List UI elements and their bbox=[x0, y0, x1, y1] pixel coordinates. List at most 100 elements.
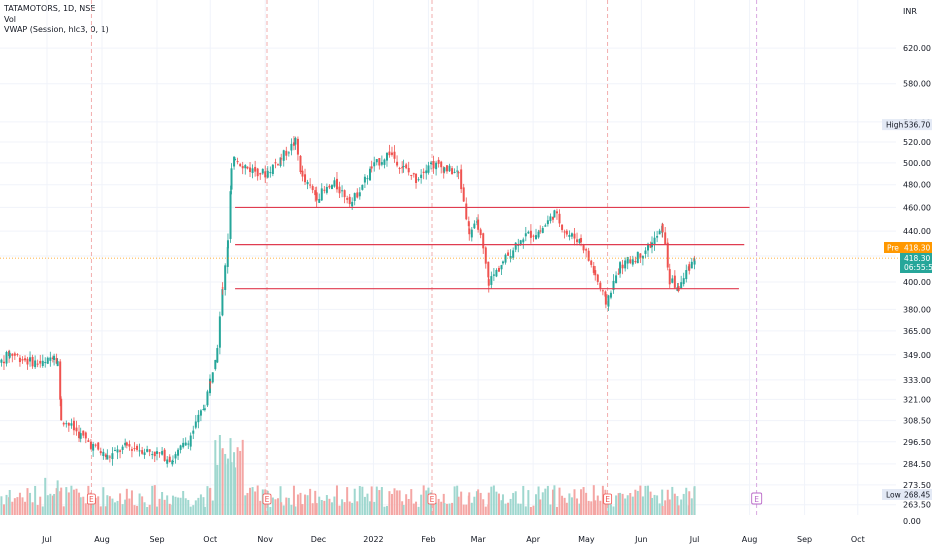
volume-bar bbox=[65, 487, 68, 515]
grid bbox=[0, 0, 896, 515]
volume-bar bbox=[299, 492, 302, 515]
volume-bar bbox=[641, 496, 644, 515]
volume-bar bbox=[594, 500, 597, 515]
volume-bar bbox=[51, 495, 54, 515]
legend-vwap[interactable]: VWAP (Session, hlc3, 0, 1) bbox=[4, 25, 109, 34]
volume-bar bbox=[166, 495, 169, 515]
volume-bar bbox=[563, 497, 566, 515]
candle-body bbox=[617, 273, 620, 275]
volume-bar bbox=[453, 486, 456, 515]
volume-bar bbox=[435, 502, 438, 515]
volume-bar bbox=[72, 489, 75, 515]
volume-bar bbox=[177, 497, 180, 515]
future-event-label: E bbox=[754, 495, 759, 504]
candle-body bbox=[79, 433, 82, 439]
volume-bar bbox=[254, 491, 257, 515]
candle-body bbox=[62, 422, 65, 425]
candle-body bbox=[509, 256, 512, 259]
volume-bar bbox=[580, 489, 583, 515]
candle-body bbox=[82, 430, 85, 436]
candle-body bbox=[415, 173, 418, 183]
candle-body bbox=[138, 450, 141, 452]
volume-bar bbox=[26, 488, 29, 515]
y-tick-label: 263.50 bbox=[903, 501, 931, 510]
candle-body bbox=[299, 155, 302, 173]
legend-symbol[interactable]: TATAMOTORS, 1D, NSE bbox=[4, 4, 96, 13]
volume-bar bbox=[582, 487, 585, 515]
volume-bar bbox=[604, 493, 607, 515]
volume-bar bbox=[661, 489, 664, 515]
volume-bar bbox=[617, 493, 620, 515]
candle-body bbox=[517, 244, 520, 246]
volume-bar bbox=[666, 489, 669, 515]
candle-body bbox=[668, 269, 671, 285]
x-tick-label: Dec bbox=[311, 535, 326, 544]
candle-body bbox=[346, 198, 349, 200]
candle-body bbox=[641, 255, 644, 259]
volume-bar bbox=[626, 495, 629, 515]
volume-bar bbox=[309, 488, 312, 515]
candle-body bbox=[388, 151, 391, 156]
candle-body bbox=[5, 352, 8, 364]
candle-body bbox=[553, 210, 556, 218]
candle-body bbox=[309, 184, 312, 186]
candle-body bbox=[203, 408, 206, 410]
volume-bar bbox=[21, 497, 24, 515]
candle-body bbox=[422, 171, 425, 173]
candle-body bbox=[532, 235, 535, 237]
legend-volume[interactable]: Vol bbox=[4, 14, 16, 24]
low-badge-value: 268.45 bbox=[904, 491, 930, 500]
candle-body bbox=[171, 460, 174, 462]
candle-body bbox=[276, 164, 279, 166]
y-tick-label: 620.00 bbox=[903, 44, 931, 53]
volume-bar bbox=[136, 505, 139, 515]
candle-body bbox=[512, 250, 515, 258]
candle-body bbox=[565, 230, 568, 235]
volume-bar bbox=[451, 502, 454, 515]
candle-body bbox=[177, 449, 180, 456]
x-tick-label: 2022 bbox=[363, 535, 383, 544]
candle-body bbox=[256, 168, 259, 177]
candle-body bbox=[375, 159, 378, 163]
candle-body bbox=[304, 174, 307, 183]
price-axis[interactable]: 620.00580.00540.00520.00500.00480.00460.… bbox=[903, 7, 931, 526]
volume-bar bbox=[599, 500, 602, 515]
volume-bar bbox=[323, 500, 326, 515]
volume-bar bbox=[375, 486, 378, 515]
candle-body bbox=[440, 161, 443, 168]
volume-bar bbox=[102, 487, 105, 515]
candle-body bbox=[325, 186, 328, 193]
candle-body bbox=[161, 451, 164, 455]
candle-body bbox=[570, 233, 573, 237]
time-axis[interactable]: Jul Aug Sep Oct Nov Dec 2022 Feb Mar Apr May Jun Jul… bbox=[41, 535, 865, 544]
candle-body bbox=[541, 228, 544, 233]
volume-bar bbox=[415, 501, 418, 515]
volume-bar bbox=[514, 491, 517, 515]
candle-body bbox=[59, 361, 62, 400]
candle-body bbox=[75, 427, 78, 432]
candle-body bbox=[568, 234, 571, 237]
volume-bar bbox=[546, 485, 549, 515]
volume-bar bbox=[587, 500, 590, 515]
volume-bar bbox=[271, 497, 274, 515]
volume-bar bbox=[693, 486, 696, 515]
candle-body bbox=[209, 381, 212, 384]
horizontal-levels[interactable] bbox=[235, 206, 750, 290]
volume-bar bbox=[75, 488, 78, 515]
volume-bar bbox=[18, 492, 21, 515]
candle-body bbox=[330, 185, 333, 190]
volume-bar bbox=[171, 495, 174, 515]
volume-bar bbox=[527, 490, 530, 515]
volume-bar bbox=[269, 506, 272, 515]
candle-body bbox=[287, 152, 290, 154]
candle-body bbox=[29, 357, 32, 362]
candle-body bbox=[171, 460, 174, 465]
y-tick-label: 333.00 bbox=[903, 376, 931, 385]
volume-bar bbox=[501, 494, 504, 515]
volume-bar bbox=[192, 505, 195, 515]
candle-body bbox=[396, 161, 399, 166]
pre-badge-value: 418.30 bbox=[904, 244, 930, 253]
candle-body bbox=[682, 278, 685, 285]
volume-bar bbox=[11, 501, 14, 515]
